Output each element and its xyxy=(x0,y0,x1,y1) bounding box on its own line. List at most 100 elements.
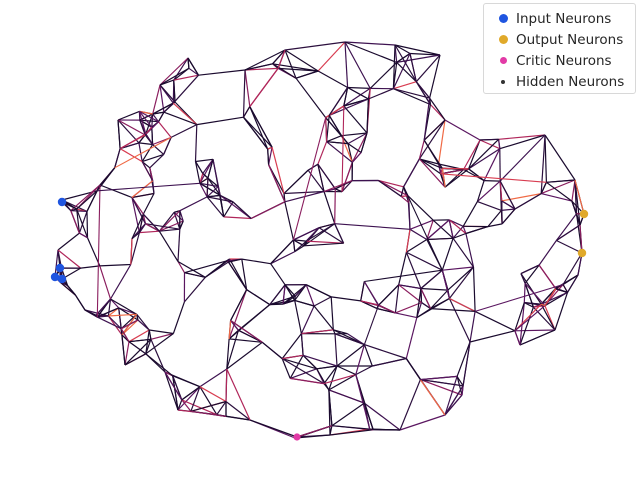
synapse-edge xyxy=(181,399,192,412)
synapse-edge xyxy=(261,341,283,360)
synapse-edge xyxy=(452,237,474,268)
synapse-edge xyxy=(406,251,443,271)
synapse-edge xyxy=(219,194,252,219)
synapse-edge xyxy=(70,210,88,212)
synapse-edge xyxy=(109,264,132,300)
synapse-edge xyxy=(99,184,133,199)
synapse-edge xyxy=(141,144,154,162)
synapse-edge xyxy=(145,329,150,354)
synapse-edge xyxy=(181,399,218,416)
synapse-edge xyxy=(305,284,315,307)
synapse-edge xyxy=(396,61,417,83)
synapse-edge xyxy=(351,152,362,163)
synapse-edge xyxy=(421,302,431,310)
synapse-edge xyxy=(164,371,179,411)
synapse-edge xyxy=(323,180,353,193)
synapse-edge xyxy=(347,86,369,100)
synapse-edge xyxy=(326,141,349,145)
synapse-edge xyxy=(449,219,464,227)
synapse-edge xyxy=(228,320,232,339)
synapse-edge xyxy=(317,141,328,165)
synapse-edge xyxy=(119,133,147,150)
synapse-edge xyxy=(120,319,139,330)
synapse-edge xyxy=(158,121,172,138)
synapse-edge xyxy=(344,41,371,89)
synapse-edge xyxy=(469,330,516,343)
synapse-edge xyxy=(538,240,557,266)
synapse-edge xyxy=(400,186,405,197)
synapse-edge xyxy=(271,147,285,194)
synapse-edge xyxy=(336,344,365,367)
synapse-edge xyxy=(363,344,373,367)
synapse-edge xyxy=(444,119,481,141)
synapse-edge xyxy=(360,300,378,310)
synapse-edge xyxy=(284,284,296,301)
synapse-edge xyxy=(398,252,407,285)
synapse-edge xyxy=(364,269,443,283)
synapse-edge xyxy=(86,211,89,238)
synapse-edge xyxy=(159,57,189,86)
synapse-edge xyxy=(76,209,80,234)
synapse-edge xyxy=(244,49,286,71)
synapse-edge xyxy=(226,330,239,370)
synapse-edge xyxy=(469,311,476,343)
synapse-edge xyxy=(378,284,400,306)
synapse-edge xyxy=(438,163,442,174)
synapse-edge xyxy=(212,159,221,196)
synapse-edge xyxy=(294,284,307,301)
synapse-edge xyxy=(468,139,481,170)
synapse-edge xyxy=(207,194,221,198)
synapse-edge xyxy=(499,181,503,201)
synapse-edge xyxy=(152,102,174,115)
synapse-edge xyxy=(328,87,349,116)
synapse-edge xyxy=(555,288,568,293)
synapse-edge xyxy=(128,341,147,355)
synapse-edge xyxy=(420,379,463,396)
synapse-edge xyxy=(448,219,454,239)
synapse-edge xyxy=(325,117,328,142)
synapse-edge xyxy=(393,81,417,90)
synapse-edge xyxy=(128,338,151,343)
synapse-edge xyxy=(300,305,315,334)
synapse-edge xyxy=(465,233,475,268)
synapse-edge xyxy=(430,297,450,310)
synapse-edge xyxy=(329,429,374,436)
synapse-edge xyxy=(328,115,343,137)
synapse-edge xyxy=(463,139,481,170)
synapse-edge xyxy=(86,237,101,267)
synapse-edge xyxy=(177,260,206,278)
synapse-edge xyxy=(150,339,166,373)
synapse-edge xyxy=(305,284,332,298)
synapse-edge xyxy=(294,300,302,334)
synapse-edge xyxy=(128,329,150,343)
synapse-edge xyxy=(520,273,542,305)
synapse-edge xyxy=(347,333,365,346)
synapse-edge xyxy=(184,272,206,278)
synapse-edge xyxy=(244,69,251,107)
synapse-edge xyxy=(409,53,417,82)
synapse-edge xyxy=(501,200,516,210)
synapse-edge xyxy=(289,355,304,379)
synapse-edge xyxy=(336,365,357,376)
synapse-edge xyxy=(294,299,315,307)
synapse-edge xyxy=(514,193,542,210)
synapse-edge xyxy=(334,188,336,224)
synapse-edge xyxy=(84,309,109,317)
synapse-edge xyxy=(141,161,151,169)
synapse-edge xyxy=(538,264,557,290)
synapse-edge xyxy=(272,63,279,69)
synapse-edge xyxy=(305,227,320,242)
synapse-edge xyxy=(249,419,298,438)
synapse-edge xyxy=(206,196,234,203)
synapse-edge xyxy=(139,119,146,136)
synapse-edge xyxy=(270,251,296,265)
synapse-edge xyxy=(409,52,441,56)
synapse-edge xyxy=(418,119,446,160)
synapse-edge xyxy=(95,298,111,316)
synapse-edge xyxy=(378,179,409,197)
synapse-edge xyxy=(334,223,345,244)
synapse-edge xyxy=(136,313,150,331)
input-neuron xyxy=(50,272,60,282)
synapse-edge xyxy=(293,239,307,242)
synapse-edge xyxy=(514,305,546,332)
